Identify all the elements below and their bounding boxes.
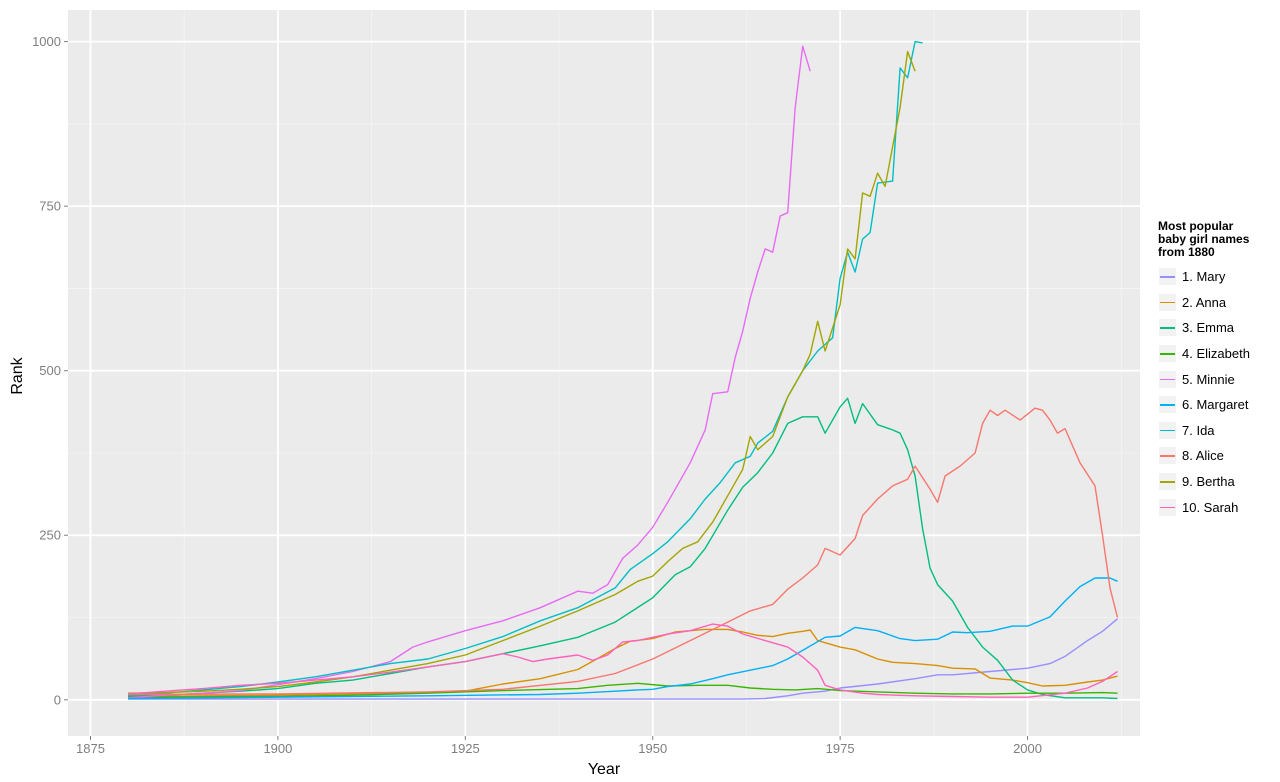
x-tick-label: 1900	[263, 741, 292, 756]
legend-label: 1. Mary	[1182, 269, 1226, 285]
series-line-10	[127, 623, 1118, 698]
legend-item: 3. Emma	[1158, 315, 1276, 341]
legend-label: 4. Elizabeth	[1182, 346, 1250, 362]
legend-key	[1158, 292, 1177, 312]
legend-label: 8. Alice	[1182, 448, 1224, 464]
legend-items: 1. Mary 2. Anna 3. Emma 4. Elizabeth 5. Minn…	[1158, 264, 1276, 520]
x-tick-label: 1975	[826, 741, 855, 756]
series-line-8	[127, 407, 1119, 696]
legend-item: 10. Sarah	[1158, 494, 1276, 520]
legend-key	[1158, 318, 1177, 338]
legend-key	[1158, 446, 1177, 466]
legend-key	[1158, 497, 1177, 517]
legend-title-line-3: from 1880	[1158, 245, 1215, 259]
x-tick-label: 1875	[76, 741, 105, 756]
legend-item: 6. Margaret	[1158, 392, 1276, 418]
legend-label: 7. Ida	[1182, 422, 1215, 438]
x-tick-label: 2000	[1013, 741, 1042, 756]
series-lines	[127, 40, 1119, 700]
series-line-5	[127, 45, 811, 699]
y-axis-title: Rank	[9, 356, 26, 394]
legend-item: 1. Mary	[1158, 264, 1276, 290]
legend-label: 10. Sarah	[1182, 499, 1239, 515]
legend: Most popular baby girl names from 1880 1…	[1158, 220, 1276, 520]
legend-item: 7. Ida	[1158, 418, 1276, 444]
legend-item: 8. Alice	[1158, 443, 1276, 469]
y-tick-label: 0	[54, 692, 61, 707]
x-tick-label: 1925	[451, 741, 480, 756]
legend-item: 5. Minnie	[1158, 366, 1276, 392]
legend-label: 3. Emma	[1182, 320, 1235, 336]
y-tick-label: 250	[39, 528, 61, 543]
legend-key	[1158, 420, 1177, 440]
x-tick-label: 1950	[638, 741, 667, 756]
series-line-9	[127, 50, 916, 694]
legend-key	[1158, 472, 1177, 492]
legend-title-line-1: Most popular	[1158, 219, 1234, 233]
series-line-1	[128, 618, 1118, 700]
y-tick-label: 1000	[32, 34, 61, 49]
y-tick-label: 750	[39, 199, 61, 214]
legend-item: 9. Bertha	[1158, 469, 1276, 495]
legend-key	[1158, 369, 1177, 389]
legend-key	[1158, 344, 1177, 364]
series-line-4	[127, 682, 1118, 698]
legend-title-line-2: baby girl names	[1158, 232, 1250, 246]
series-line-6	[127, 577, 1118, 700]
legend-item: 2. Anna	[1158, 290, 1276, 316]
legend-key	[1158, 267, 1177, 287]
legend-label: 5. Minnie	[1182, 371, 1235, 387]
legend-label: 9. Bertha	[1182, 474, 1235, 490]
major-grid	[68, 10, 1140, 736]
legend-item: 4. Elizabeth	[1158, 341, 1276, 367]
series-line-7	[127, 40, 923, 696]
x-axis: 1875 1900 1925 1950 1975 2000	[76, 736, 1042, 756]
legend-title: Most popular baby girl names from 1880	[1158, 220, 1276, 259]
y-axis: 0 250 500 750 1000	[32, 34, 68, 707]
legend-label: 2. Anna	[1182, 294, 1227, 310]
series-line-2	[127, 628, 1118, 698]
y-tick-label: 500	[39, 363, 61, 378]
legend-key	[1158, 395, 1177, 415]
x-axis-title: Year	[588, 761, 621, 778]
legend-label: 6. Margaret	[1182, 397, 1249, 413]
